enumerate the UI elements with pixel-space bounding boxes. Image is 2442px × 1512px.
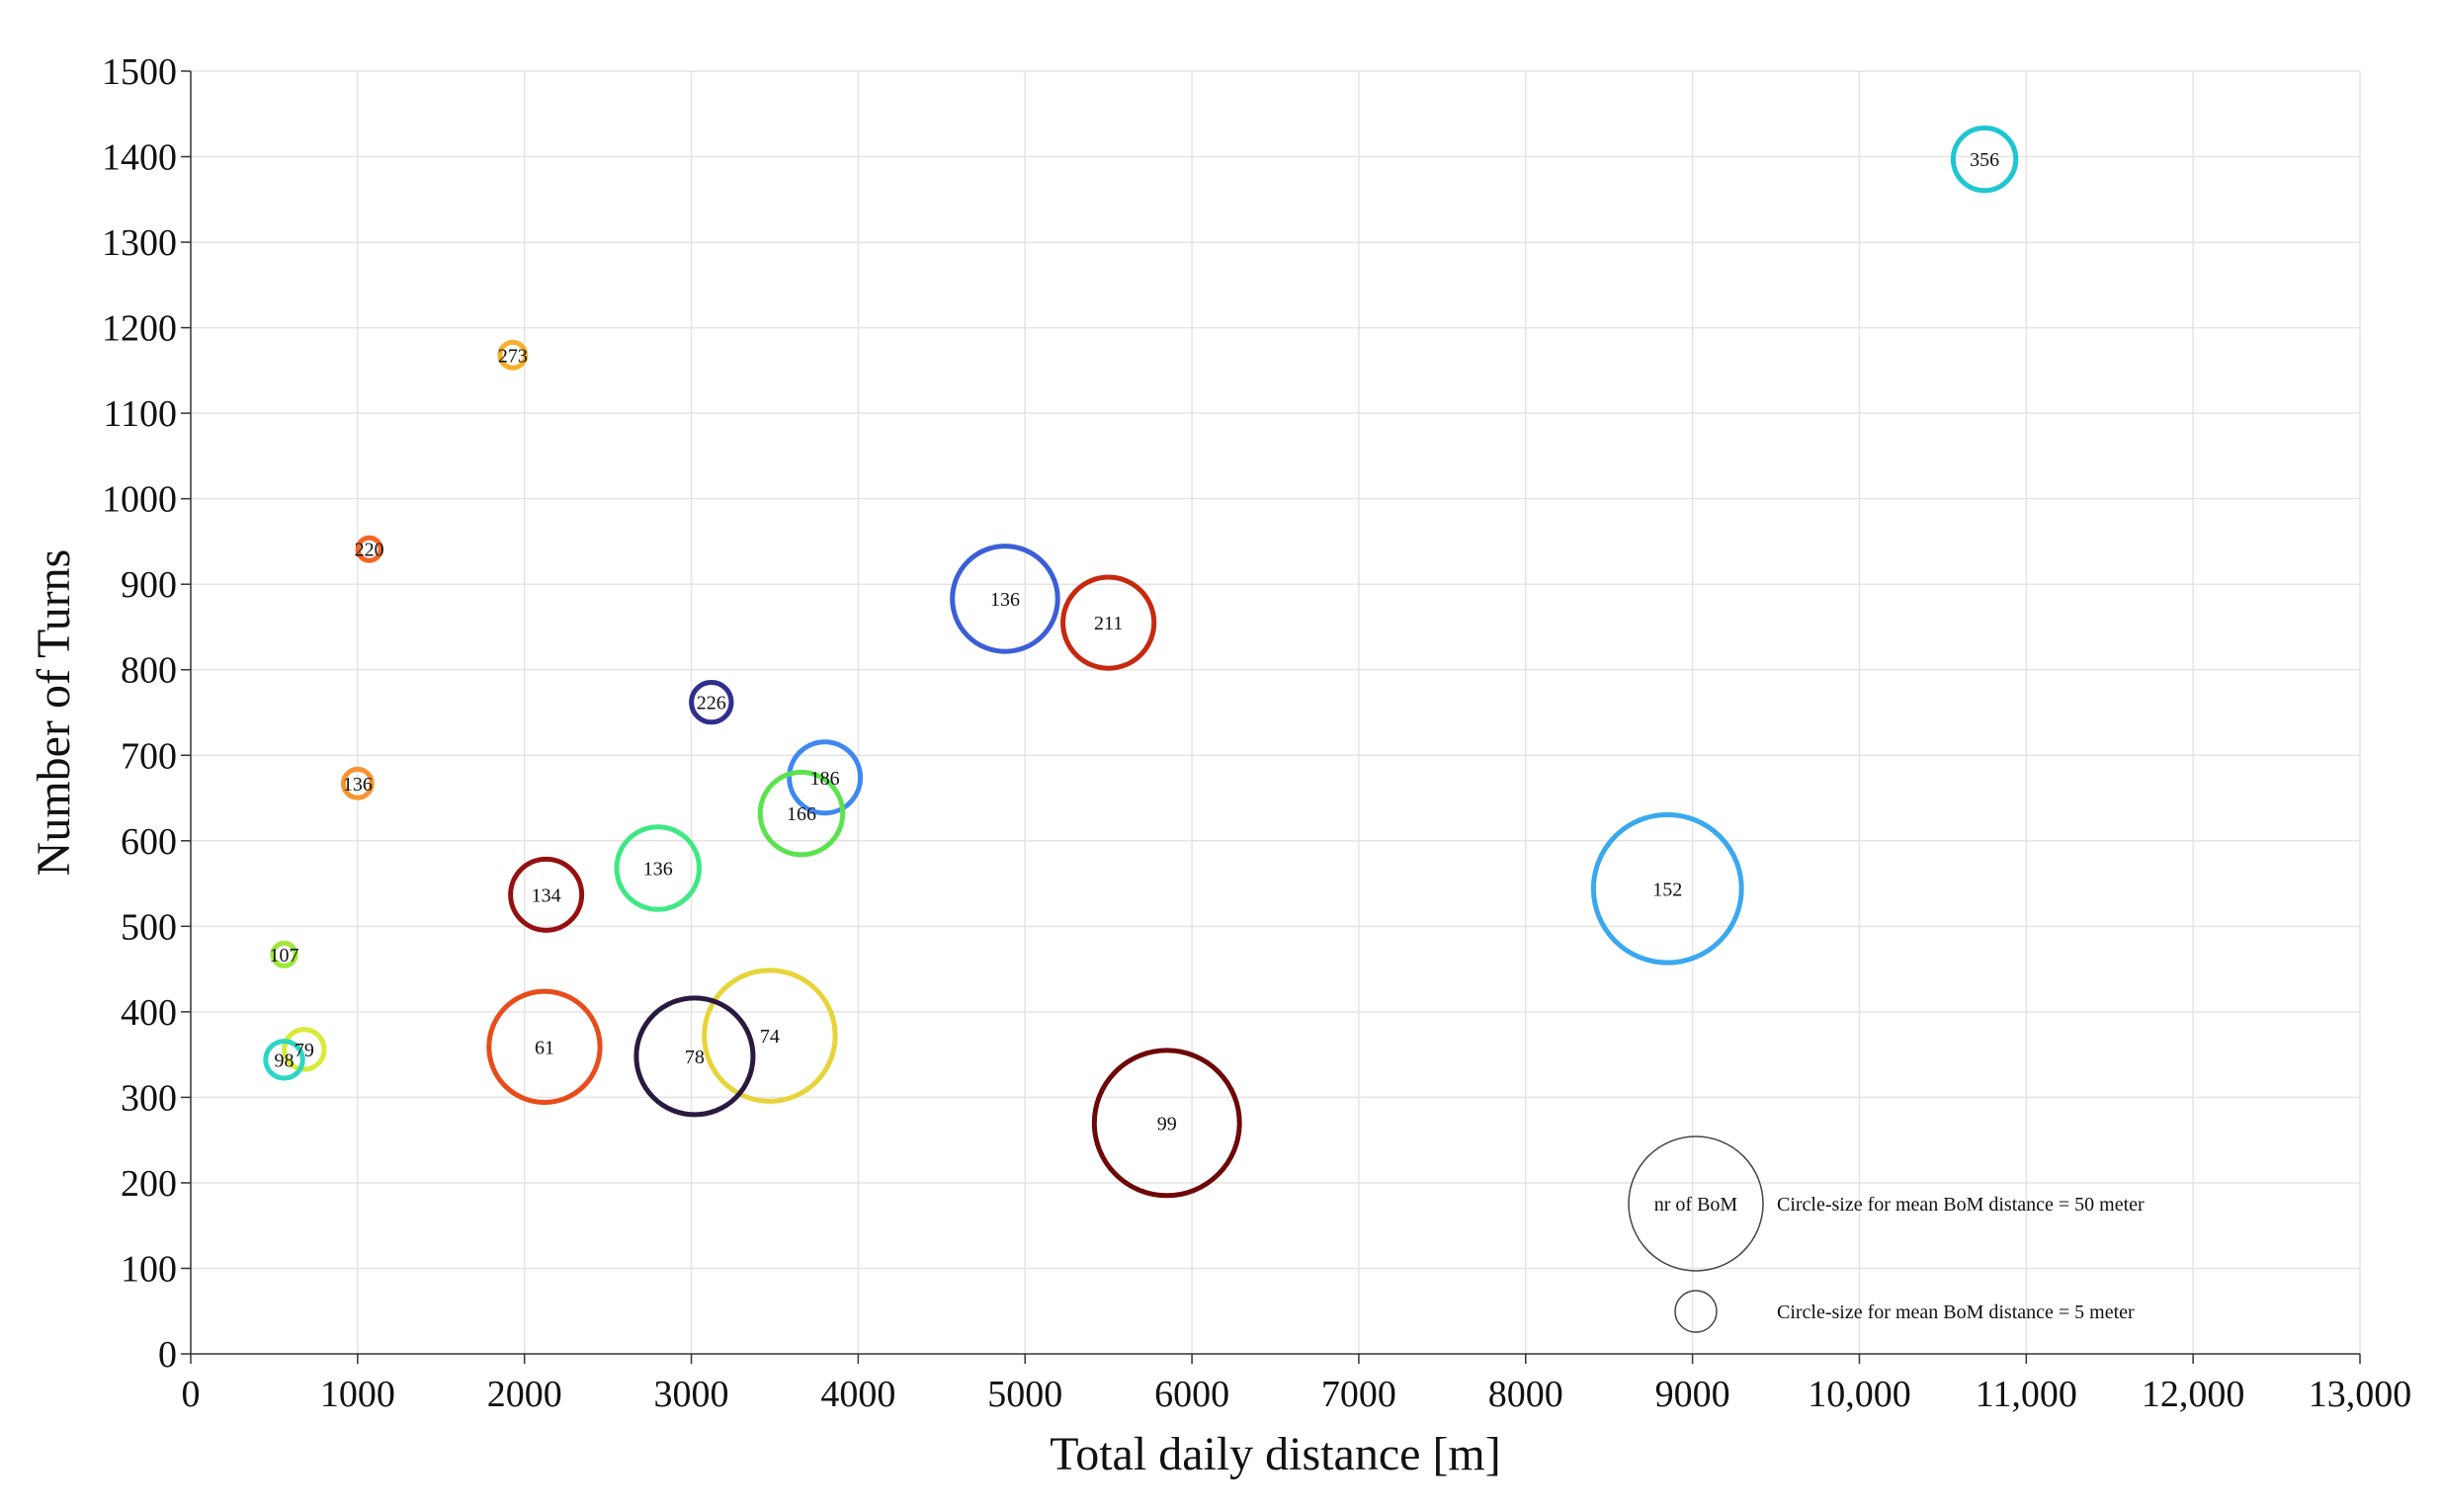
x-tick-label: 12,000 bbox=[2142, 1374, 2245, 1415]
bubble bbox=[702, 967, 838, 1104]
bubble-label: 78 bbox=[685, 1047, 705, 1068]
bubble bbox=[486, 988, 603, 1106]
y-tick-label: 1200 bbox=[102, 308, 177, 350]
x-tick-label: 8000 bbox=[1488, 1374, 1563, 1415]
size-legend: nr of BoM Circle-size for mean BoM distan… bbox=[1628, 1135, 2145, 1333]
y-axis-title: Number of Turns bbox=[28, 549, 80, 877]
x-axis-title: Total daily distance [m] bbox=[1050, 1428, 1501, 1480]
bubble-label: 220 bbox=[355, 540, 384, 561]
bubble-label: 107 bbox=[270, 945, 299, 966]
bubble bbox=[270, 940, 298, 968]
bubble bbox=[1091, 1048, 1242, 1199]
bubble bbox=[508, 856, 585, 933]
bubble bbox=[355, 535, 383, 563]
y-tick-label: 1400 bbox=[102, 137, 177, 179]
y-tick-label: 1000 bbox=[102, 479, 177, 521]
x-tick-label: 5000 bbox=[987, 1374, 1062, 1415]
legend-circle-text: nr of BoM bbox=[1654, 1194, 1738, 1216]
bubble bbox=[1950, 125, 2019, 194]
axes: 0 1000 2000 3000 4000 5000 6000 7000 8000 9000 10,… bbox=[102, 51, 2411, 1415]
bubble bbox=[282, 1027, 327, 1072]
bubble bbox=[757, 769, 846, 858]
bubble bbox=[1590, 811, 1744, 966]
bubble-label: 134 bbox=[532, 884, 561, 906]
y-tick-label: 1300 bbox=[102, 222, 177, 264]
y-tick-label: 900 bbox=[121, 564, 177, 606]
bubble-label: 226 bbox=[697, 693, 726, 714]
x-tick-label: 10,000 bbox=[1808, 1374, 1911, 1415]
bubble bbox=[340, 766, 375, 800]
bubble bbox=[633, 995, 756, 1118]
bubble-label: 166 bbox=[787, 803, 816, 825]
x-tick-label: 13,000 bbox=[2309, 1374, 2412, 1415]
bubble-label: 74 bbox=[760, 1026, 780, 1048]
legend-label: Circle-size for mean BoM distance = 50 m… bbox=[1777, 1194, 2145, 1216]
grid-lines bbox=[191, 70, 2361, 1354]
y-tick-label: 400 bbox=[121, 992, 177, 1034]
y-tick-label: 100 bbox=[121, 1248, 177, 1290]
bubble-label: 136 bbox=[343, 774, 373, 796]
legend-circle bbox=[1674, 1290, 1718, 1333]
x-tick-label: 7000 bbox=[1321, 1374, 1396, 1415]
bubble bbox=[689, 679, 734, 725]
bubble bbox=[263, 1039, 305, 1081]
y-tick-label: 300 bbox=[121, 1077, 177, 1119]
bubble-label: 136 bbox=[643, 858, 673, 880]
bubble bbox=[614, 824, 703, 912]
x-tick-label: 4000 bbox=[820, 1374, 895, 1415]
bubble-label: 186 bbox=[810, 768, 840, 790]
y-tick-label: 700 bbox=[121, 735, 177, 777]
y-tick-label: 500 bbox=[121, 906, 177, 948]
x-tick-label: 6000 bbox=[1154, 1374, 1229, 1415]
bubble bbox=[950, 544, 1060, 654]
bubbles: 356 273 220 136 211 226 186 136 166 136 152 134 107 7… bbox=[263, 125, 2019, 1199]
x-tick-label: 3000 bbox=[654, 1374, 729, 1415]
x-tick-label: 2000 bbox=[487, 1374, 562, 1415]
legend-label: Circle-size for mean BoM distance = 5 me… bbox=[1777, 1302, 2135, 1323]
x-tick-label: 0 bbox=[182, 1374, 201, 1415]
bubble-label: 152 bbox=[1652, 879, 1682, 900]
bubble-label: 61 bbox=[535, 1037, 554, 1058]
bubble-label: 136 bbox=[990, 589, 1020, 611]
x-tick-label: 1000 bbox=[320, 1374, 395, 1415]
bubble bbox=[787, 739, 864, 816]
x-tick-label: 11,000 bbox=[1976, 1374, 2077, 1415]
y-tick-label: 0 bbox=[158, 1334, 177, 1376]
bubble-label: 99 bbox=[1157, 1113, 1177, 1134]
x-tick-label: 9000 bbox=[1655, 1374, 1730, 1415]
bubble bbox=[1060, 574, 1157, 671]
bubble-label: 356 bbox=[1970, 149, 1999, 171]
y-tick-label: 1100 bbox=[103, 393, 177, 435]
y-tick-label: 800 bbox=[121, 650, 177, 692]
y-tick-label: 200 bbox=[121, 1163, 177, 1205]
bubble-label: 98 bbox=[275, 1050, 295, 1071]
bubble-label: 79 bbox=[295, 1040, 314, 1061]
y-tick-label: 1500 bbox=[102, 51, 177, 93]
y-tick-label: 600 bbox=[121, 821, 177, 863]
bubble bbox=[497, 339, 529, 371]
bubble-label: 273 bbox=[498, 345, 528, 367]
legend-circle bbox=[1628, 1135, 1764, 1272]
bubble-label: 211 bbox=[1094, 613, 1123, 634]
